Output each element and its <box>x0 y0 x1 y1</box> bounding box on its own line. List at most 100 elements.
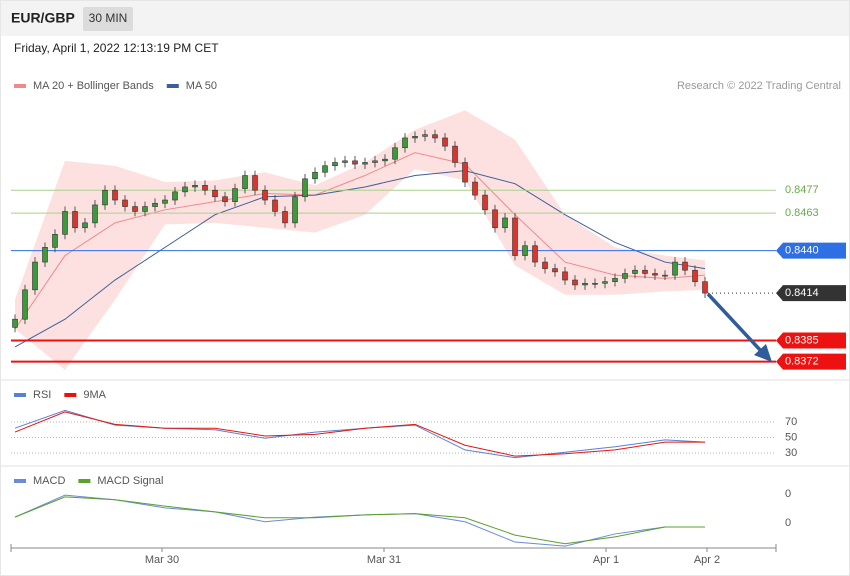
legend-label: MACD Signal <box>97 475 163 487</box>
x-tick-label: Apr 2 <box>694 554 720 566</box>
legend-swatch <box>14 84 26 88</box>
candle-body <box>682 261 688 271</box>
level-tag <box>776 285 846 302</box>
candle-body <box>322 165 328 173</box>
candle-body <box>552 268 558 273</box>
level-label: 0.8372 <box>785 356 819 368</box>
candle-body <box>292 196 298 224</box>
candle-body <box>422 134 428 137</box>
level-label: 0.8477 <box>785 184 819 196</box>
candle-body <box>652 273 658 276</box>
candle-body <box>52 234 58 248</box>
candle-body <box>532 245 538 263</box>
candle-body <box>192 185 198 188</box>
candle-body <box>282 211 288 224</box>
candle-body <box>172 191 178 201</box>
candle-body <box>432 134 438 139</box>
candle-body <box>482 194 488 211</box>
candle-body <box>42 247 48 263</box>
legend-swatch <box>64 393 77 397</box>
candle-body <box>262 189 268 201</box>
candle-body <box>32 261 38 291</box>
y-tick-label: 0 <box>785 488 791 500</box>
header-bar <box>0 0 850 36</box>
legend-label: MACD <box>33 475 65 487</box>
y-tick-label: 50 <box>785 431 797 443</box>
candle-body <box>622 273 628 279</box>
level-tag <box>776 332 846 349</box>
candle-body <box>542 261 548 269</box>
candle-body <box>562 271 568 281</box>
candle-body <box>132 206 138 212</box>
timeframe: 30 MIN <box>89 11 128 25</box>
timeframe-badge <box>83 7 133 31</box>
candle-body <box>212 189 218 198</box>
candle-body <box>342 160 348 163</box>
candle-body <box>642 269 648 274</box>
candle-body <box>72 211 78 229</box>
candle-body <box>702 281 708 294</box>
candle-body <box>102 189 108 206</box>
candle-body <box>12 318 18 328</box>
candle-body <box>272 199 278 212</box>
candle-body <box>592 282 598 285</box>
level-label: 0.8414 <box>785 287 819 299</box>
source: Research © 2022 Trading Central <box>677 80 841 92</box>
candle-body <box>612 278 618 282</box>
legend-label: MA 20 + Bollinger Bands <box>33 80 154 92</box>
indicator-line <box>14 411 705 457</box>
indicator-line <box>14 496 705 545</box>
forecast-arrow-head <box>754 344 772 362</box>
candle-body <box>62 211 68 235</box>
candle-body <box>372 160 378 163</box>
candle-body <box>412 136 418 139</box>
candle-body <box>452 145 458 163</box>
candle-body <box>672 261 678 276</box>
candle-body <box>142 206 148 212</box>
candle-body <box>232 188 238 202</box>
candle-body <box>512 217 518 256</box>
level-label: 0.8463 <box>785 207 819 219</box>
y-tick-label: 30 <box>785 447 797 459</box>
candle-body <box>442 137 448 147</box>
level-label: 0.8440 <box>785 245 819 257</box>
y-tick-label: 0 <box>785 517 791 529</box>
candle-body <box>602 281 608 284</box>
legend-swatch <box>14 393 26 397</box>
candle-body <box>392 147 398 160</box>
candle-body <box>92 204 98 224</box>
ma20-line <box>14 152 706 330</box>
candle-body <box>502 217 508 229</box>
candle-body <box>252 175 258 191</box>
bollinger-band <box>15 110 705 370</box>
candle-body <box>492 209 498 229</box>
candle-body <box>662 274 668 277</box>
candle-body <box>472 181 478 196</box>
candle-body <box>242 175 248 189</box>
candle-body <box>382 158 388 162</box>
candle-body <box>332 162 338 167</box>
candle-body <box>122 199 128 207</box>
candle-body <box>162 199 168 204</box>
candle-body <box>152 202 158 207</box>
candle-body <box>312 171 318 180</box>
level-label: 0.8385 <box>785 334 819 346</box>
candle-body <box>402 137 408 149</box>
level-tag <box>776 353 846 370</box>
candle-body <box>522 245 528 256</box>
candle-body <box>632 269 638 274</box>
candle-body <box>302 178 308 198</box>
candle-body <box>362 162 368 165</box>
x-tick-label: Mar 30 <box>145 554 179 566</box>
ma50-line <box>14 170 706 348</box>
legend-label: RSI <box>33 389 51 401</box>
candle-body <box>82 222 88 229</box>
candle-body <box>112 189 118 201</box>
candle-body <box>582 282 588 286</box>
chart-title: EUR/GBP <box>11 10 75 26</box>
candle-body <box>352 160 358 165</box>
x-tick-label: Mar 31 <box>367 554 401 566</box>
x-tick-label: Apr 1 <box>593 554 619 566</box>
legend-label: 9MA <box>83 389 106 401</box>
candle-body <box>572 279 578 286</box>
